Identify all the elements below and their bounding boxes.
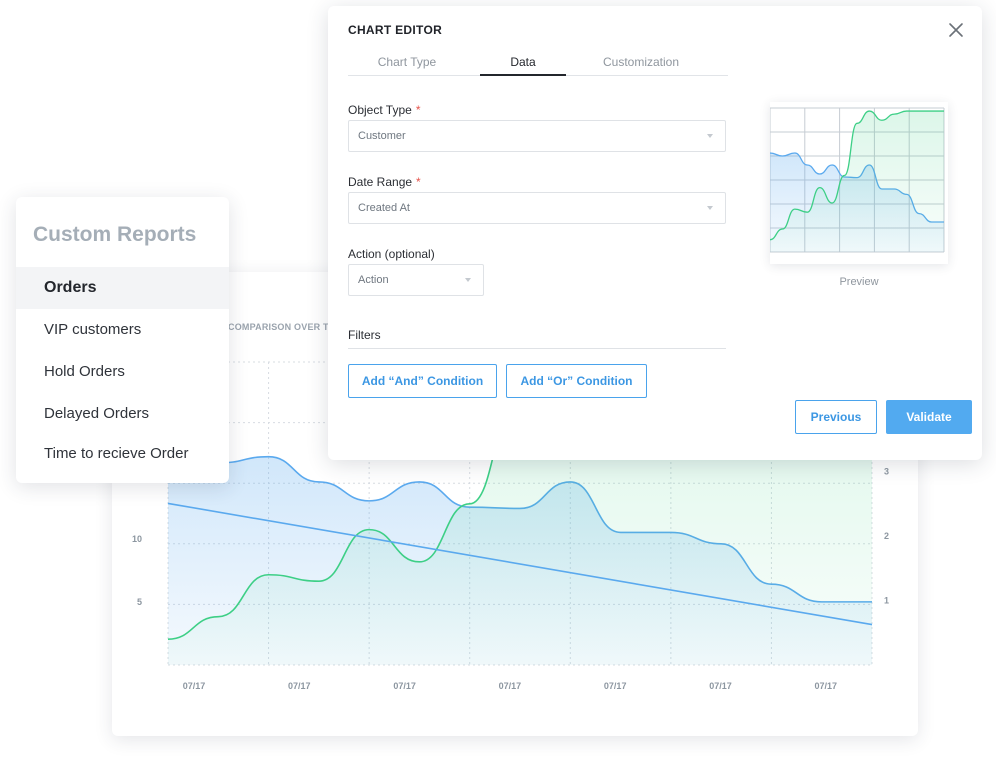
y-right-tick-label: 2: [884, 531, 889, 541]
report-item-orders[interactable]: Orders: [16, 267, 229, 309]
action-select[interactable]: Action: [348, 264, 484, 296]
report-item-delayed-orders[interactable]: Delayed Orders: [44, 405, 150, 422]
chevron-down-icon: [707, 134, 713, 138]
required-mark: *: [415, 103, 421, 117]
date-range-label: Date Range *: [348, 175, 421, 189]
report-item-hold-orders[interactable]: Hold Orders: [44, 363, 125, 380]
object-type-select[interactable]: Customer: [348, 120, 726, 152]
chevron-down-icon: [465, 278, 471, 282]
date-range-select[interactable]: Created At: [348, 192, 726, 224]
x-tick-label: 07/17: [183, 681, 206, 691]
x-tick-label: 07/17: [709, 681, 732, 691]
filters-label: Filters: [348, 328, 381, 342]
chart-editor-modal: CHART EDITOR Chart Type Data Customizati…: [328, 6, 982, 460]
x-tick-label: 07/17: [604, 681, 627, 691]
report-item-time-to-receive-order[interactable]: Time to recieve Order: [44, 445, 189, 462]
editor-tabs: Chart Type Data Customization: [348, 52, 728, 76]
y-right-tick-label: 1: [884, 596, 889, 606]
preview-label: Preview: [839, 276, 879, 288]
trend-line: [167, 502, 873, 626]
reports-title: Custom Reports: [33, 223, 197, 246]
series-area: [770, 111, 944, 252]
close-button[interactable]: [946, 20, 966, 40]
date-range-value: Created At: [358, 202, 410, 214]
object-type-label: Object Type *: [348, 103, 421, 117]
x-tick-label: 07/17: [815, 681, 838, 691]
previous-button[interactable]: Previous: [795, 400, 877, 434]
validate-button[interactable]: Validate: [886, 400, 972, 434]
preview-chart: [769, 107, 945, 253]
editor-title: CHART EDITOR: [348, 23, 443, 37]
x-tick-label: 07/17: [288, 681, 311, 691]
action-label: Action (optional): [348, 247, 435, 261]
series-line: [769, 110, 944, 241]
chart-preview: [769, 102, 948, 264]
y-left-tick-label: 5: [137, 597, 142, 607]
tab-customization[interactable]: Customization: [602, 55, 680, 69]
x-tick-label: 07/17: [499, 681, 522, 691]
chart-title: COMPARISON OVER TI: [228, 322, 332, 332]
close-icon: [949, 23, 963, 37]
add-and-condition-button[interactable]: Add “And” Condition: [348, 364, 497, 398]
y-left-tick-label: 10: [132, 534, 142, 544]
y-right-tick-label: 3: [884, 467, 889, 477]
filters-divider: [348, 348, 726, 349]
custom-reports-panel: Custom Reports Orders VIP customers Hold…: [16, 197, 229, 483]
x-tick-label: 07/17: [393, 681, 416, 691]
object-type-value: Customer: [358, 130, 406, 142]
add-or-condition-button[interactable]: Add “Or” Condition: [506, 364, 647, 398]
chevron-down-icon: [707, 206, 713, 210]
action-value: Action: [358, 274, 389, 286]
tab-chart-type[interactable]: Chart Type: [377, 55, 437, 69]
required-mark: *: [416, 175, 421, 189]
tab-data[interactable]: Data: [480, 55, 566, 76]
report-item-vip-customers[interactable]: VIP customers: [44, 321, 142, 338]
